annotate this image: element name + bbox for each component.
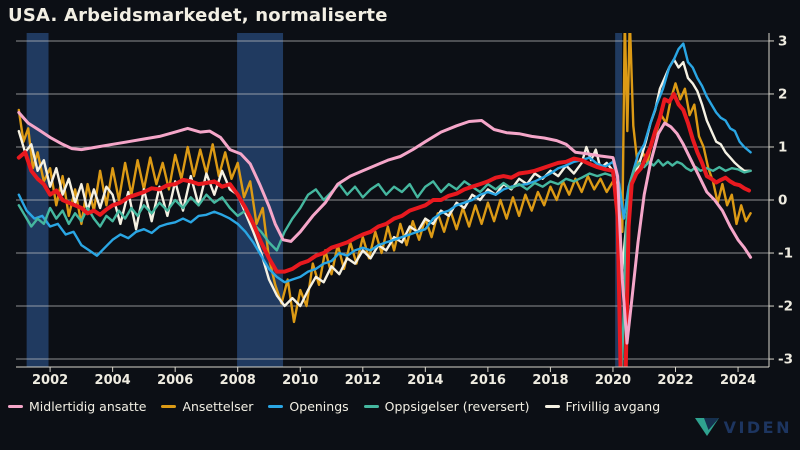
legend-swatch-icon xyxy=(363,404,379,409)
series-oppsigelser-reversert xyxy=(17,158,752,367)
series-lines xyxy=(16,33,753,367)
y-tick-label: -3 xyxy=(778,352,793,368)
x-tick-label: 2018 xyxy=(532,373,568,388)
viden-logo: VIDEN xyxy=(694,417,792,437)
viden-triangle-icon xyxy=(694,418,719,436)
y-tick-label: 0 xyxy=(778,193,787,209)
chart-legend: Midlertidig ansatte Ansettelser Openings… xyxy=(8,399,660,414)
legend-item: Frivillig avgang xyxy=(544,399,661,414)
y-tick-label: -1 xyxy=(778,246,793,262)
x-tick-label: 2014 xyxy=(407,373,443,388)
series-red-line xyxy=(16,92,751,367)
x-tick-label: 2004 xyxy=(95,373,131,388)
x-tick-label: 2012 xyxy=(345,373,381,388)
x-tick-label: 2024 xyxy=(720,373,756,388)
legend-label: Openings xyxy=(289,399,349,414)
series-openings xyxy=(17,42,752,284)
legend-item: Openings xyxy=(268,399,349,414)
y-tick-label: 1 xyxy=(778,139,787,155)
legend-swatch-icon xyxy=(161,404,177,409)
x-tick-label: 2010 xyxy=(282,373,318,388)
legend-label: Midlertidig ansatte xyxy=(29,399,147,414)
viden-wordmark: VIDEN xyxy=(723,417,792,437)
x-tick-label: 2006 xyxy=(157,373,193,388)
x-tick-label: 2022 xyxy=(657,373,693,388)
legend-item: Ansettelser xyxy=(161,399,253,414)
x-tick-label: 2016 xyxy=(470,373,506,388)
y-tick-label: 3 xyxy=(778,33,787,49)
legend-item: Midlertidig ansatte xyxy=(8,399,146,414)
x-tick-label: 2008 xyxy=(220,373,256,388)
legend-label: Frivillig avgang xyxy=(565,399,661,414)
y-tick-label: -2 xyxy=(778,299,793,315)
legend-swatch-icon xyxy=(544,404,560,409)
legend-swatch-icon xyxy=(268,404,284,409)
chart-title: USA. Arbeidsmarkedet, normaliserte xyxy=(8,5,388,26)
legend-label: Oppsigelser (reversert) xyxy=(384,399,530,414)
series-midlertidig-ansatte xyxy=(17,111,753,345)
legend-item: Oppsigelser (reversert) xyxy=(363,399,530,414)
y-tick-label: 2 xyxy=(778,86,787,102)
legend-swatch-icon xyxy=(8,404,23,409)
axes: 2002 2004 2006 2008 2010 2012 2014 2016 2018 2020… xyxy=(16,33,793,388)
x-tick-label: 2020 xyxy=(595,373,631,388)
legend-label: Ansettelser xyxy=(182,399,254,414)
x-tick-label: 2002 xyxy=(32,373,68,388)
